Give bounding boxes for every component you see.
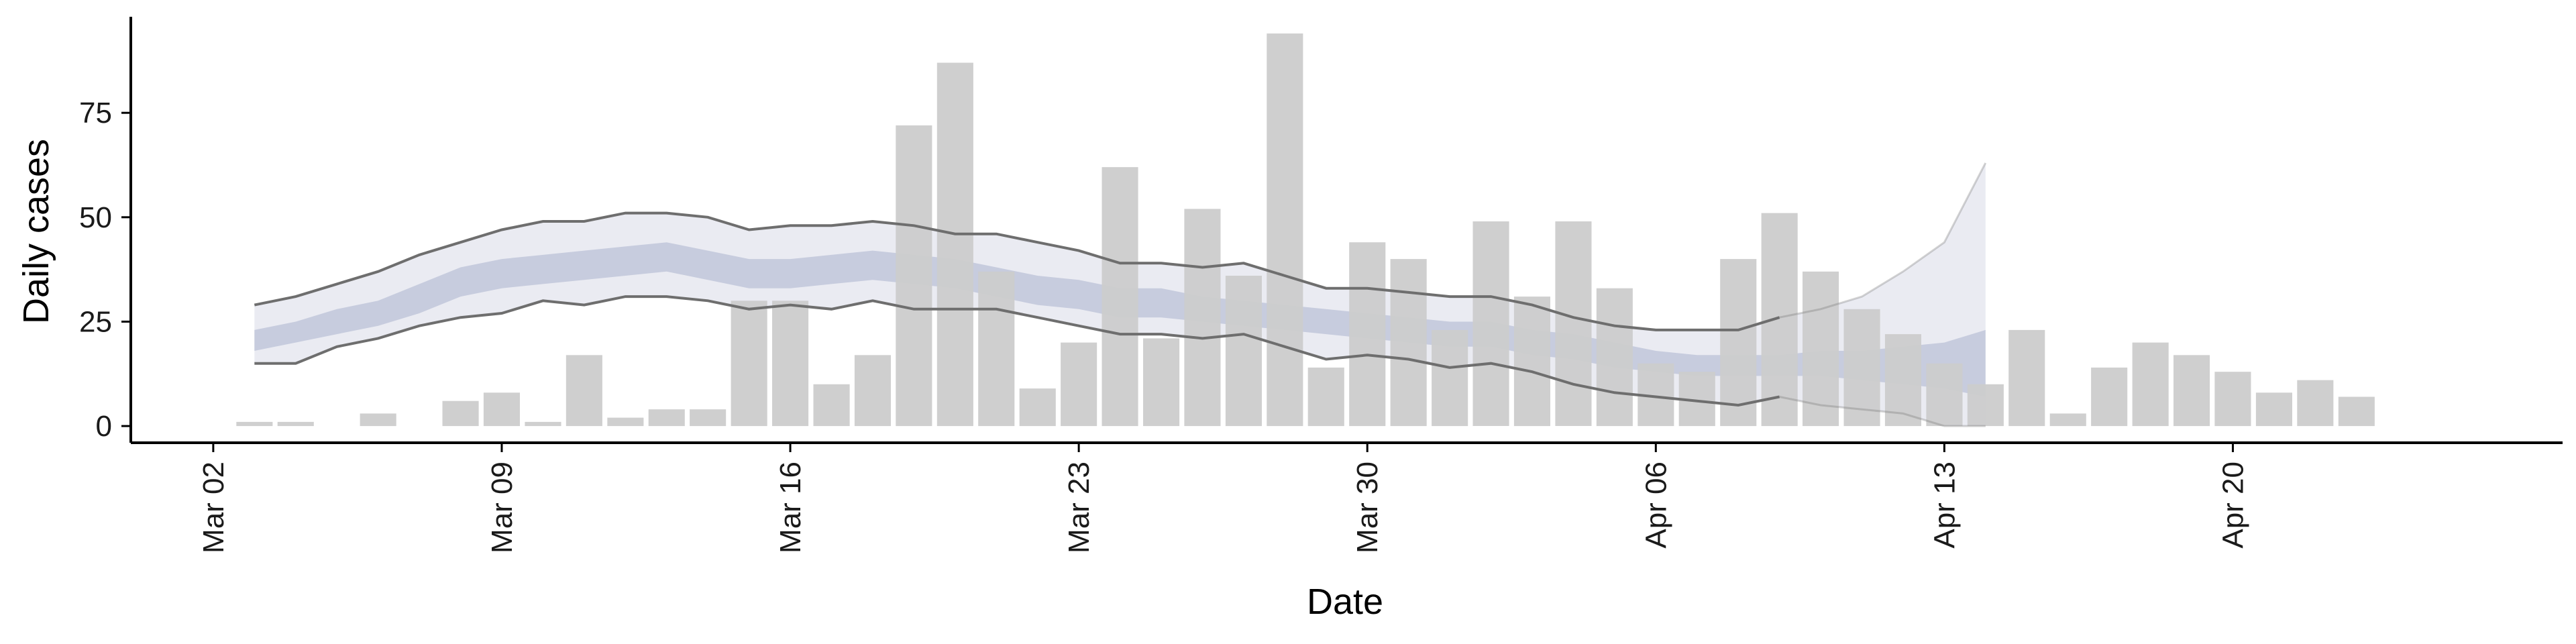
upper-interval-line-tail: [1779, 162, 1987, 319]
axes: 0 25 50 75 Mar 02 Mar 09 Mar 16 Mar 23 Mar 30 Apr…: [79, 17, 2563, 553]
bar-25: [1267, 33, 1303, 427]
bar-31: [1513, 297, 1550, 427]
y-tick-label-75: 75: [79, 97, 112, 129]
x-tick-label-2: Mar 16: [774, 462, 807, 553]
bar-20: [1061, 342, 1097, 427]
bar-45: [2091, 367, 2128, 427]
bar-13: [772, 301, 809, 427]
bar-19: [1019, 388, 1056, 427]
bar-42: [1967, 384, 2004, 427]
bar-43: [2008, 329, 2045, 427]
bar-24: [1225, 276, 1262, 427]
bar-28: [1390, 259, 1427, 427]
estimate-interval-lines: [254, 162, 1987, 427]
bar-32: [1555, 221, 1592, 426]
x-tick-label-3: Mar 23: [1063, 462, 1095, 553]
bar-48: [2214, 372, 2251, 427]
bar-8: [566, 355, 602, 427]
bar-30: [1472, 221, 1509, 426]
bar-12: [731, 301, 767, 427]
bar-14: [813, 384, 850, 427]
bar-36: [1720, 259, 1757, 427]
bar-1: [277, 421, 314, 427]
bar-44: [2049, 413, 2086, 427]
bar-50: [2297, 380, 2334, 427]
x-tick-label-0: Mar 02: [197, 462, 230, 553]
bar-27: [1349, 242, 1386, 427]
x-tick-label-6: Apr 13: [1928, 462, 1961, 549]
bar-23: [1184, 209, 1221, 427]
x-tick-label-1: Mar 09: [486, 462, 519, 553]
bar-51: [2338, 396, 2375, 427]
x-axis-title: Date: [1307, 582, 1383, 622]
bar-37: [1761, 213, 1798, 427]
bar-9: [607, 417, 644, 427]
bar-3: [360, 413, 396, 427]
y-axis-title: Daily cases: [16, 139, 56, 324]
bar-29: [1432, 329, 1468, 427]
bar-5: [442, 400, 479, 427]
bar-11: [690, 409, 727, 427]
bar-40: [1884, 334, 1921, 427]
upper-interval-line: [254, 211, 1780, 331]
bar-22: [1143, 338, 1180, 427]
bar-39: [1843, 309, 1880, 427]
y-tick-label-50: 50: [79, 201, 112, 234]
bar-21: [1102, 167, 1138, 427]
bar-41: [1926, 363, 1963, 427]
bar-46: [2132, 342, 2169, 427]
bar-0: [236, 421, 273, 427]
bar-33: [1596, 288, 1633, 427]
y-tick-label-0: 0: [96, 410, 112, 443]
bar-18: [978, 271, 1015, 427]
y-tick-label-25: 25: [79, 305, 112, 338]
bar-17: [936, 62, 973, 427]
bar-47: [2174, 355, 2210, 427]
lower-interval-line-tail: [1779, 396, 1986, 427]
x-tick-label-4: Mar 30: [1351, 462, 1384, 553]
daily-case-bars: [236, 33, 2375, 427]
bar-6: [483, 392, 520, 427]
bar-16: [896, 125, 932, 427]
lower-interval-line: [254, 295, 1780, 407]
x-tick-label-7: Apr 20: [2217, 462, 2250, 549]
x-tick-label-5: Apr 06: [1640, 462, 1672, 549]
bar-26: [1307, 367, 1344, 427]
bar-10: [648, 409, 685, 427]
bar-49: [2255, 392, 2292, 427]
bar-7: [525, 421, 561, 427]
bar-38: [1803, 271, 1839, 427]
bar-15: [854, 355, 891, 427]
